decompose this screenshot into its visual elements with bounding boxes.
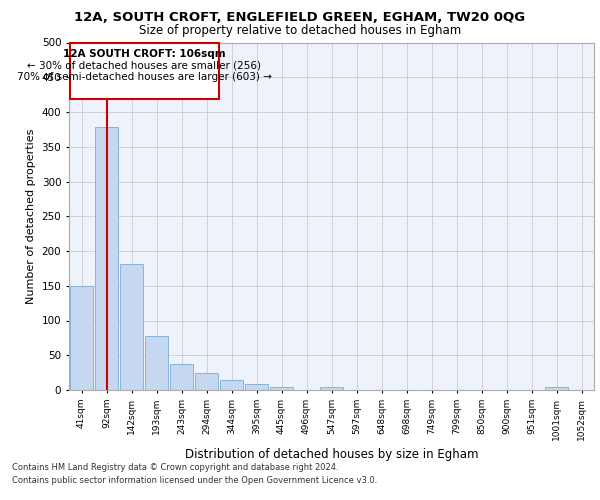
X-axis label: Distribution of detached houses by size in Egham: Distribution of detached houses by size … [185, 448, 478, 461]
Text: 70% of semi-detached houses are larger (603) →: 70% of semi-detached houses are larger (… [17, 72, 272, 82]
Bar [70, 42, 219, 100]
Text: Contains HM Land Registry data © Crown copyright and database right 2024.: Contains HM Land Registry data © Crown c… [12, 462, 338, 471]
Text: 12A, SOUTH CROFT, ENGLEFIELD GREEN, EGHAM, TW20 0QG: 12A, SOUTH CROFT, ENGLEFIELD GREEN, EGHA… [74, 11, 526, 24]
Bar [545, 386, 568, 390]
Text: Contains public sector information licensed under the Open Government Licence v3: Contains public sector information licen… [12, 476, 377, 485]
Bar [245, 384, 268, 390]
Bar [119, 264, 143, 390]
Bar [220, 380, 244, 390]
Bar [269, 386, 293, 390]
Bar [145, 336, 169, 390]
Bar [95, 128, 118, 390]
Bar [320, 386, 343, 390]
Bar [194, 374, 218, 390]
Text: Size of property relative to detached houses in Egham: Size of property relative to detached ho… [139, 24, 461, 37]
Text: 12A SOUTH CROFT: 106sqm: 12A SOUTH CROFT: 106sqm [63, 50, 226, 59]
Bar [170, 364, 193, 390]
Text: ← 30% of detached houses are smaller (256): ← 30% of detached houses are smaller (25… [27, 60, 261, 70]
Bar [70, 286, 94, 390]
Y-axis label: Number of detached properties: Number of detached properties [26, 128, 36, 304]
